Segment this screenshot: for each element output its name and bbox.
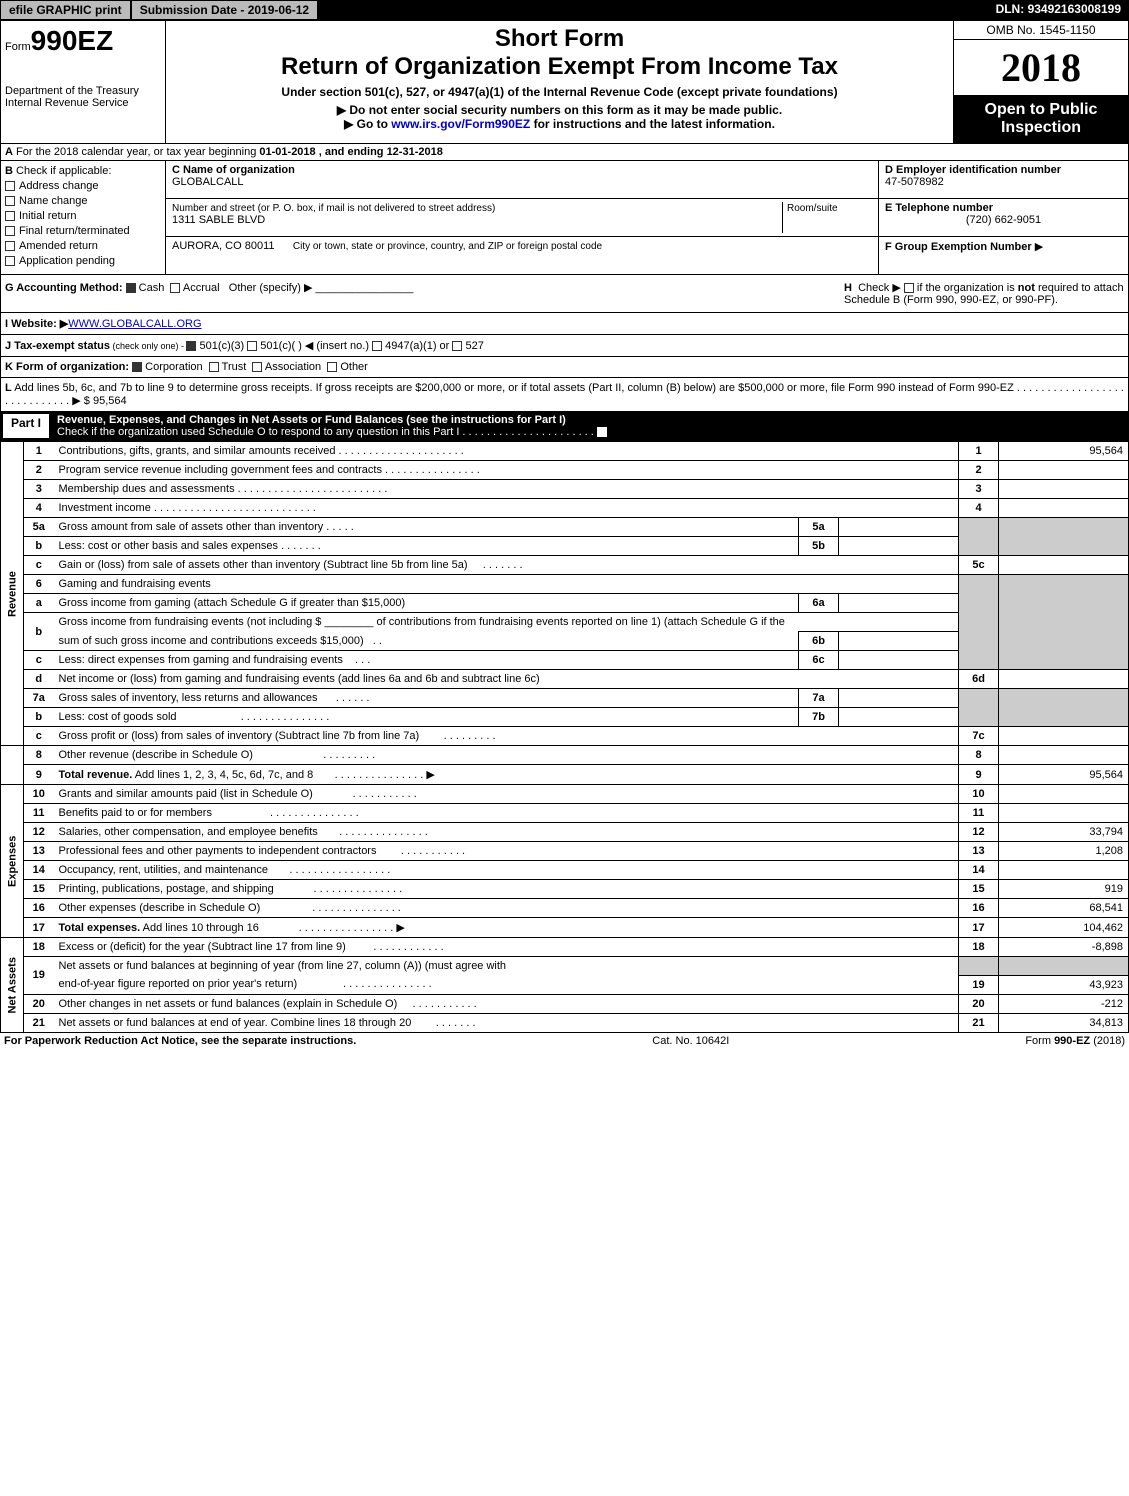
form-title: Return of Organization Exempt From Incom… (170, 53, 949, 81)
goto-note: ▶ Go to www.irs.gov/Form990EZ for instru… (170, 117, 949, 131)
chk-amended[interactable] (5, 241, 15, 251)
tax-year: 2018 (954, 40, 1128, 95)
expenses-side: Expenses (1, 785, 24, 938)
phone-cell: E Telephone number(720) 662-9051 (879, 199, 1128, 237)
chk-other-org[interactable] (327, 362, 337, 372)
chk-schedule-o[interactable] (597, 427, 607, 437)
city-cell: AURORA, CO 80011 City or town, state or … (166, 237, 878, 274)
group-exempt-cell: F Group Exemption Number ▶ (879, 237, 1128, 274)
open-public: Open to PublicInspection (954, 95, 1128, 143)
row-k: K Form of organization: Corporation Trus… (0, 357, 1129, 378)
top-header: efile GRAPHIC print Submission Date - 20… (0, 0, 1129, 20)
irs-label: Internal Revenue Service (5, 97, 161, 109)
netassets-side: Net Assets (1, 938, 24, 1033)
chk-corp[interactable] (132, 362, 142, 372)
chk-pending[interactable] (5, 256, 15, 266)
chk-schedule-b[interactable] (904, 283, 914, 293)
dln: DLN: 93492163008199 (988, 0, 1129, 20)
address-cell: Number and street (or P. O. box, if mail… (166, 199, 878, 237)
dept-treasury: Department of the Treasury (5, 85, 161, 97)
form-subtitle: Under section 501(c), 527, or 4947(a)(1)… (170, 85, 949, 99)
revenue-side: Revenue (1, 442, 24, 746)
chk-accrual[interactable] (170, 283, 180, 293)
irs-link[interactable]: www.irs.gov/Form990EZ (391, 117, 530, 131)
chk-trust[interactable] (209, 362, 219, 372)
chk-cash[interactable] (126, 283, 136, 293)
chk-527[interactable] (452, 341, 462, 351)
ein-cell: D Employer identification number47-50789… (879, 161, 1128, 199)
row-a: A For the 2018 calendar year, or tax yea… (0, 144, 1129, 161)
ssn-note: ▶ Do not enter social security numbers o… (170, 103, 949, 117)
chk-address[interactable] (5, 181, 15, 191)
chk-assoc[interactable] (252, 362, 262, 372)
org-name-cell: C Name of organizationGLOBALCALL (166, 161, 878, 199)
chk-initial[interactable] (5, 211, 15, 221)
part1-table: Revenue 1Contributions, gifts, grants, a… (0, 441, 1129, 1033)
row-g-h: G Accounting Method: Cash Accrual Other … (0, 275, 1129, 313)
omb-number: OMB No. 1545-1150 (954, 21, 1128, 40)
chk-name[interactable] (5, 196, 15, 206)
print-button[interactable]: efile GRAPHIC print (0, 0, 131, 20)
form-number: Form990EZ (5, 25, 161, 57)
row-i: I Website: ▶WWW.GLOBALCALL.ORG (0, 313, 1129, 335)
row-l: L Add lines 5b, 6c, and 7b to line 9 to … (0, 378, 1129, 412)
website-link[interactable]: WWW.GLOBALCALL.ORG (68, 318, 201, 330)
section-b: B Check if applicable: Address change Na… (0, 161, 1129, 275)
part1-header: Part I Revenue, Expenses, and Changes in… (0, 412, 1129, 441)
chk-final[interactable] (5, 226, 15, 236)
chk-501c[interactable] (247, 341, 257, 351)
row-j: J Tax-exempt status (check only one) - 5… (0, 335, 1129, 357)
short-form-title: Short Form (170, 25, 949, 53)
submission-date: Submission Date - 2019-06-12 (131, 0, 318, 20)
footer: For Paperwork Reduction Act Notice, see … (0, 1033, 1129, 1049)
chk-501c3[interactable] (186, 341, 196, 351)
chk-4947[interactable] (372, 341, 382, 351)
main-head: Form990EZ Department of the Treasury Int… (0, 20, 1129, 144)
